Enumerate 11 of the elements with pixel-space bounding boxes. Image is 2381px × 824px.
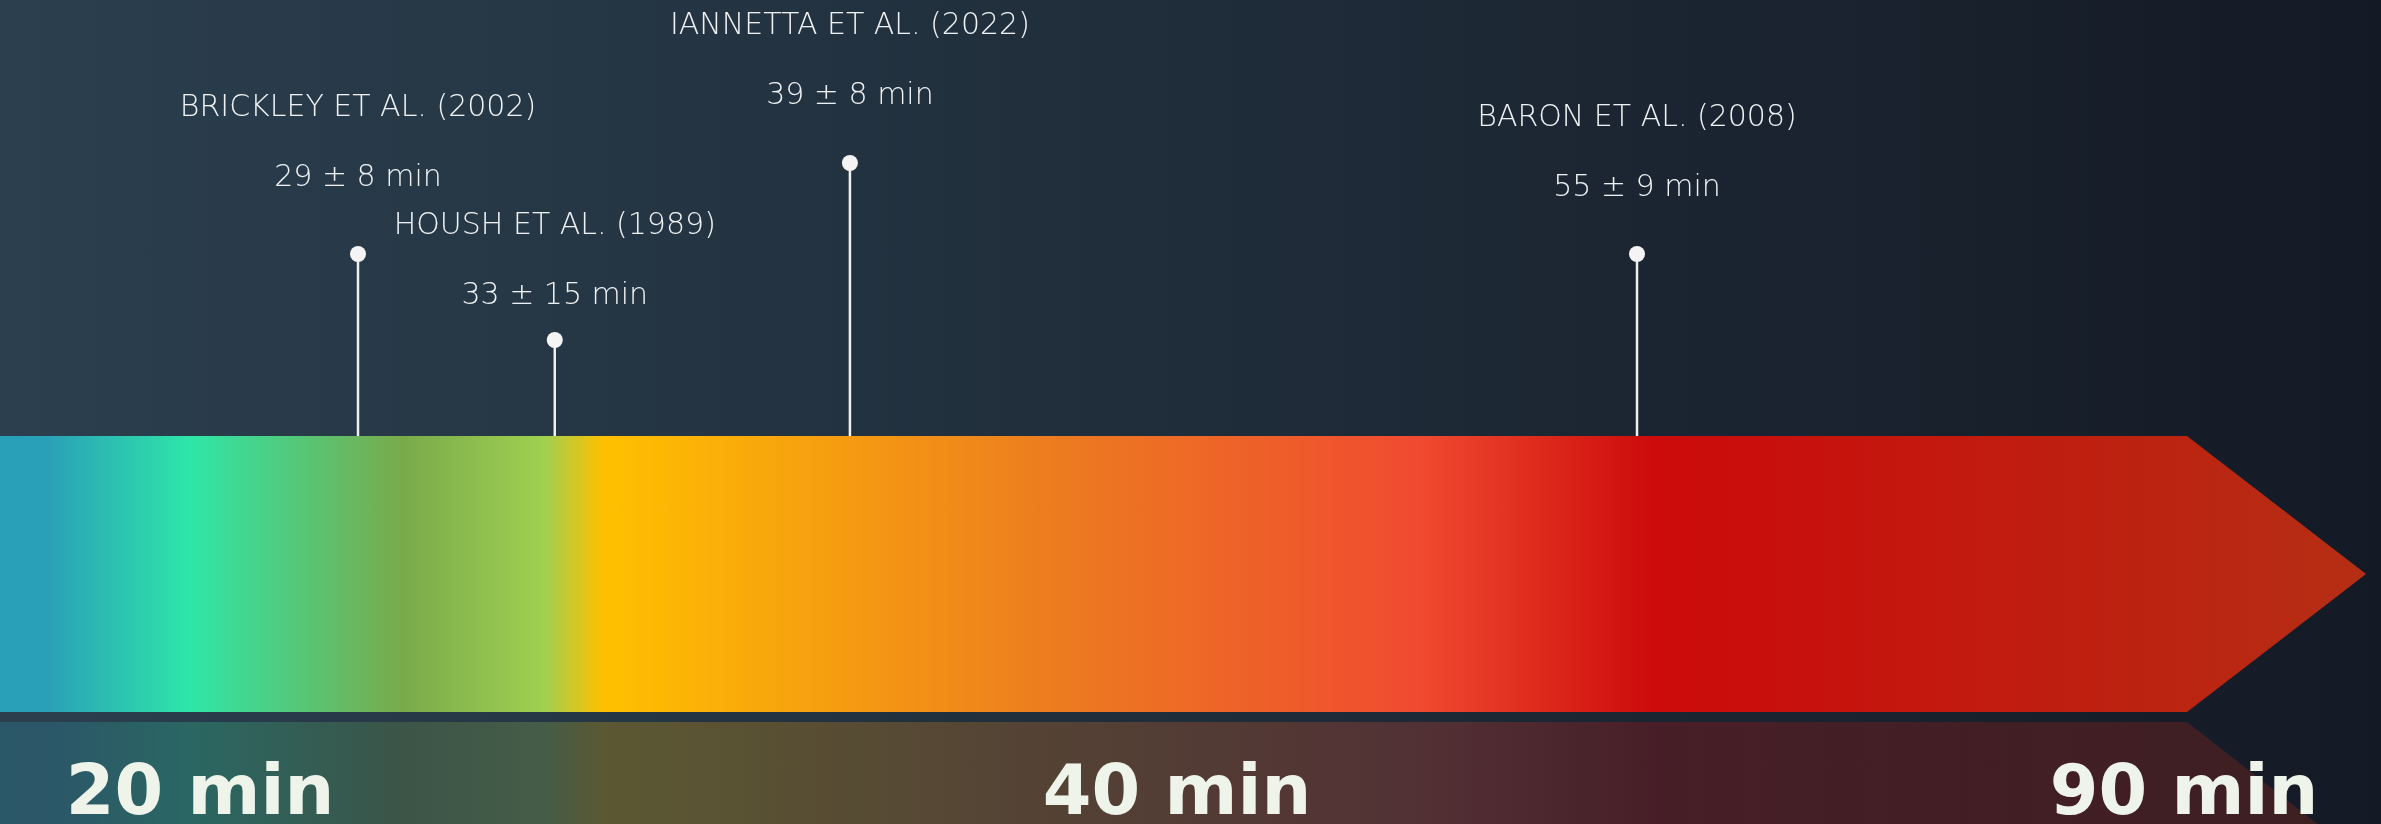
data-label: 33 ± 15 min bbox=[461, 275, 649, 311]
category-label: BRICKLEY ET AL. (2002) bbox=[179, 87, 537, 123]
text: 20 min bbox=[65, 749, 335, 824]
category-label: IANNETTA ET AL. (2022) bbox=[669, 5, 1030, 41]
text: 40 min bbox=[1042, 749, 1312, 824]
data-label: 55 ± 9 min bbox=[1553, 167, 1721, 203]
text: 90 min bbox=[2049, 749, 2319, 824]
data-label: 39 ± 8 min bbox=[766, 75, 934, 111]
data-label: 29 ± 8 min bbox=[274, 157, 442, 193]
category-label: BARON ET AL. (2008) bbox=[1477, 97, 1797, 133]
category-label: HOUSH ET AL. (1989) bbox=[393, 205, 716, 241]
